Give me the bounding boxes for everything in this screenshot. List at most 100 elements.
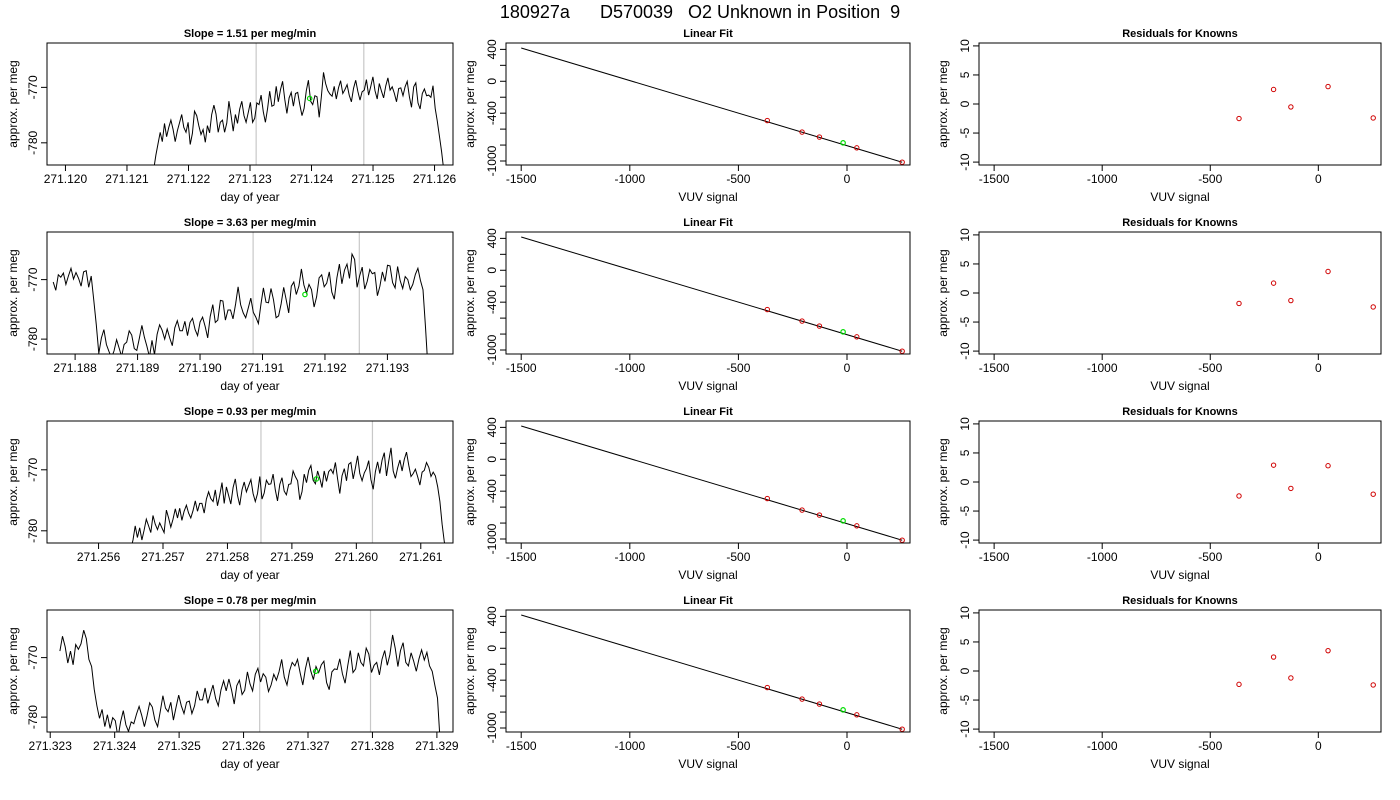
- panel-2-y-tick-label: -770: [26, 267, 40, 291]
- panel-8-title: Linear Fit: [683, 595, 733, 607]
- panel-12-plot-frame: [978, 609, 1382, 733]
- panel-7-known-point: [899, 537, 905, 543]
- panel-4-plot-frame: [46, 609, 454, 733]
- panel-10-x-tick-label: -1500: [979, 361, 1010, 375]
- panel-9-x-tick-label: -500: [1198, 172, 1222, 186]
- panel-3-unknown-marker: [313, 476, 320, 482]
- panel-10-y-tick-label: 0: [958, 289, 972, 296]
- panel-3-x-tick-label: 271.257: [141, 550, 185, 564]
- panel-4-x-tick-label: 271.325: [157, 739, 201, 753]
- panel-10-residual-point: [1370, 304, 1376, 310]
- panel-9-y-tick-label: -10: [958, 153, 972, 171]
- panel-7-known-point: [799, 507, 805, 513]
- panel-12-ylabel: approx. per meg: [936, 627, 950, 714]
- panel-6-plot-frame: [505, 231, 911, 355]
- panel-6-xlabel: VUV signal: [678, 379, 737, 393]
- panel-11-x-tick-label: -1000: [1087, 550, 1118, 564]
- panel-12-y-tick-label: 0: [958, 667, 972, 674]
- panel-9-x-tick-label: 0: [1315, 172, 1322, 186]
- panel-5-unknown-point: [840, 140, 846, 146]
- panel-4-x-tick-label: 271.327: [286, 739, 330, 753]
- panel-7-x-tick-label: -500: [726, 550, 750, 564]
- panel-7-unknown-point: [840, 518, 846, 524]
- panel-5-plot-frame: [505, 42, 911, 166]
- panel-9-y-tick-label: 5: [958, 71, 972, 78]
- panel-10-ylabel: approx. per meg: [936, 249, 950, 336]
- panel-8-y-tick-label: 400: [485, 606, 499, 626]
- panel-8-x-tick-label: 0: [844, 739, 851, 753]
- panel-11-x-tick-label: 0: [1315, 550, 1322, 564]
- panel-9-x-tick-label: -1000: [1087, 172, 1118, 186]
- panel-6-y-tick-label: -400: [485, 290, 499, 314]
- panel-4-y-tick-label: -770: [26, 645, 40, 669]
- panel-1-plot-frame: [46, 42, 454, 166]
- panel-6-x-tick-label: 0: [844, 361, 851, 375]
- panel-10-x-tick-label: -500: [1198, 361, 1222, 375]
- panel-1-x-tick-label: 271.126: [413, 172, 457, 186]
- panel-5-known-point: [854, 145, 860, 151]
- panel-10-residual-point: [1325, 268, 1331, 275]
- panel-4-x-tick-label: 271.323: [29, 739, 73, 753]
- panel-2-x-tick-label: 271.190: [178, 361, 222, 375]
- panel-11-y-tick-label: -5: [958, 505, 972, 516]
- panel-12-x-tick-label: 0: [1315, 739, 1322, 753]
- panel-10-title: Residuals for Knowns: [1122, 217, 1238, 229]
- panel-5-y-tick-label: 0: [485, 78, 499, 85]
- panel-8-fit-line: [521, 614, 903, 730]
- panel-2-x-tick-label: 271.193: [366, 361, 410, 375]
- panel-10-x-tick-label: 0: [1315, 361, 1322, 375]
- panel-9-title: Residuals for Knowns: [1122, 28, 1238, 40]
- panel-3-plot-frame: [46, 420, 454, 544]
- panel-2-x-tick-label: 271.189: [116, 361, 160, 375]
- panel-3-xlabel: day of year: [220, 568, 279, 582]
- panel-6-x-tick-label: -1000: [614, 361, 645, 375]
- panel-4-data-line: [59, 630, 441, 732]
- panel-5-known-point: [899, 159, 905, 165]
- panel-5-x-tick-label: -500: [726, 172, 750, 186]
- panel-4-y-tick-label: -780: [26, 705, 40, 729]
- panel-9-residual-point: [1236, 115, 1242, 122]
- panel-6-y-tick-label: -1000: [485, 334, 499, 365]
- panel-12-xlabel: VUV signal: [1150, 757, 1209, 771]
- panel-8-ylabel: approx. per meg: [463, 627, 477, 714]
- panel-3-x-tick-label: 271.259: [270, 550, 314, 564]
- panel-11-residual-point: [1325, 463, 1331, 469]
- panel-8-x-tick-label: -1500: [506, 739, 537, 753]
- panel-1-title: Slope = 1.51 per meg/min: [184, 28, 317, 40]
- panel-11-ylabel: approx. per meg: [936, 438, 950, 525]
- panel-10-xlabel: VUV signal: [1150, 379, 1209, 393]
- panel-3-x-tick-label: 271.261: [399, 550, 443, 564]
- panel-6-ylabel: approx. per meg: [463, 249, 477, 336]
- panel-6-known-point: [899, 348, 905, 354]
- panel-3-y-tick-label: -770: [26, 457, 40, 481]
- panel-11-residual-point: [1370, 491, 1376, 497]
- panel-5-x-tick-label: -1500: [506, 172, 537, 186]
- panel-7-x-tick-label: 0: [844, 550, 851, 564]
- panel-12-residual-point: [1325, 647, 1331, 654]
- panel-6-unknown-point: [840, 329, 846, 335]
- panel-4-xlabel: day of year: [220, 757, 279, 771]
- panel-1-x-tick-label: 271.123: [228, 172, 272, 186]
- panel-1-xlabel: day of year: [220, 190, 279, 204]
- panel-11-y-tick-label: 0: [958, 478, 972, 485]
- panel-8-y-tick-label: -1000: [485, 712, 499, 743]
- panel-8-plot-frame: [505, 609, 911, 733]
- panel-6-title: Linear Fit: [683, 217, 733, 229]
- panel-6-known-point: [816, 323, 823, 329]
- panel-7-known-point: [816, 512, 823, 518]
- panel-11-y-tick-label: 10: [958, 417, 972, 431]
- panel-8-known-point: [816, 701, 823, 707]
- panel-7-y-tick-label: 0: [485, 456, 499, 463]
- panel-9-residual-point: [1270, 86, 1277, 93]
- panel-10-x-tick-label: -1000: [1087, 361, 1118, 375]
- panel-5-known-point: [816, 134, 823, 140]
- panel-3-ylabel: approx. per meg: [6, 438, 20, 525]
- panel-5-x-tick-label: 0: [844, 172, 851, 186]
- panel-7-y-tick-label: -1000: [485, 523, 499, 554]
- panel-2-plot-frame: [46, 231, 454, 355]
- panel-6-fit-line: [521, 236, 903, 352]
- panel-5-known-point: [764, 117, 770, 124]
- panel-4-x-tick-label: 271.328: [351, 739, 395, 753]
- panel-2-x-tick-label: 271.191: [241, 361, 285, 375]
